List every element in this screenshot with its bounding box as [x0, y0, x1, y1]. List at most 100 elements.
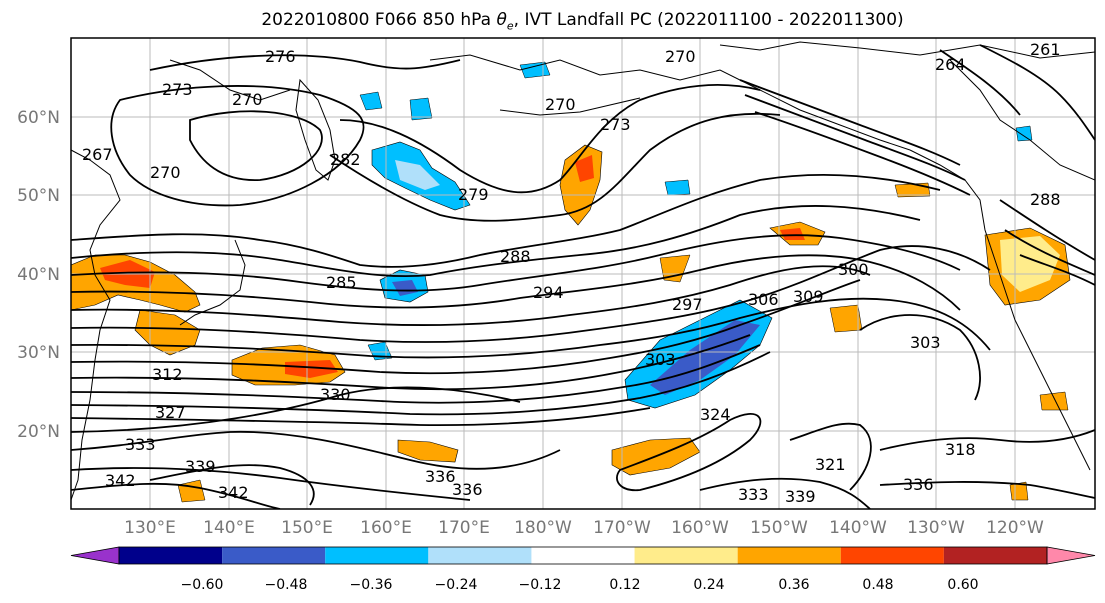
contour-303	[71, 297, 991, 359]
contour-label: 288	[500, 247, 531, 266]
contour-324	[71, 351, 771, 416]
contour-label: 336	[452, 480, 483, 499]
neg-shade-small-2	[519, 61, 551, 79]
neg-shade-small-1	[359, 91, 383, 111]
theta-e-contours	[71, 44, 1095, 509]
colorbar-ticks: −0.60 −0.48 −0.36 −0.24 −0.12 0.12 0.24 …	[181, 577, 979, 593]
neg-shade-northpacific-core	[395, 160, 440, 190]
pos-shade-korea	[134, 309, 201, 356]
title-theta-subscript: e	[506, 19, 514, 33]
colorbar-segment	[531, 547, 635, 564]
contour-279	[339, 83, 761, 194]
neg-shade-small-4	[664, 179, 691, 196]
colorbar-tick-label: −0.60	[181, 577, 224, 593]
longitude-labels: 130°E 140°E 150°E 160°E 170°E 180°W 170°…	[124, 518, 1044, 538]
contour-333-east	[699, 477, 871, 509]
lat-label-20n: 20°N	[17, 422, 60, 442]
colorbar-segment	[428, 547, 532, 564]
lon-label-130w: 130°W	[907, 518, 965, 538]
contour-312	[71, 334, 751, 391]
colorbar-tick-label: 0.36	[778, 577, 809, 593]
title-suffix: , IVT Landfall PC (2022011100 - 20220113…	[513, 10, 904, 30]
colorbar: −0.60 −0.48 −0.36 −0.24 −0.12 0.12 0.24 …	[70, 546, 1096, 593]
coast-canada-interior	[949, 59, 1095, 181]
map-frame	[70, 37, 1096, 510]
contour-294	[71, 254, 961, 311]
contour-303-east	[859, 314, 981, 401]
contour-label: 270	[232, 90, 263, 109]
contour-288	[71, 205, 921, 278]
colorbar-outline	[118, 546, 1048, 565]
contour-label: 279	[458, 185, 489, 204]
contour-alaska-dense-3	[754, 111, 971, 196]
contour-273	[110, 85, 365, 207]
colorbar-extend-min	[70, 546, 120, 565]
contour-291	[71, 234, 961, 292]
contour-alaska-dense-2	[744, 94, 966, 181]
contour-label: 324	[700, 405, 731, 424]
lon-label-140e: 140°E	[203, 518, 255, 538]
coast-sea-okhotsk	[169, 59, 291, 101]
contour-label: 339	[785, 487, 816, 506]
contour-318-east	[879, 429, 1095, 451]
lon-label-180w: 180°W	[514, 518, 572, 538]
contour-label: 273	[600, 115, 631, 134]
map-area: 276 273 270 270 267 270 282 279 270 273 …	[71, 38, 1095, 509]
contour-342	[71, 482, 281, 509]
lon-label-150e: 150°E	[281, 518, 333, 538]
contour-327	[71, 407, 651, 427]
colorbar-tick-label: −0.12	[519, 577, 562, 593]
contour-318	[71, 344, 761, 404]
contour-label: 285	[326, 273, 357, 292]
colorbar-tick-label: 0.12	[609, 577, 640, 593]
colorbar-tick-label: 0.60	[947, 577, 978, 593]
lon-label-170w: 170°W	[593, 518, 651, 538]
coast-japan	[179, 239, 246, 326]
lon-label-130e: 130°E	[124, 518, 176, 538]
contour-336	[71, 467, 471, 501]
contour-arctic-1	[979, 44, 1095, 141]
contour-label: 303	[910, 333, 941, 352]
title-theta-symbol: θ	[496, 10, 507, 30]
lon-label-170e: 170°E	[438, 518, 490, 538]
contour-339	[149, 464, 315, 506]
lat-label-40n: 40°N	[17, 265, 60, 285]
figure-title: 2022010800 F066 850 hPa θe, IVT Landfall…	[0, 10, 1105, 32]
contour-label: 342	[105, 471, 136, 490]
contour-label: 312	[152, 365, 183, 384]
colorbar-boxes	[70, 546, 1096, 565]
lon-label-150w: 150°W	[750, 518, 808, 538]
neg-shade-small-6	[409, 97, 433, 121]
contour-label: 294	[533, 283, 564, 302]
contour-324-loop	[616, 413, 762, 492]
lon-label-160w: 160°W	[671, 518, 729, 538]
contour-306	[71, 279, 861, 375]
contour-label: 336	[425, 467, 456, 486]
lat-label-30n: 30°N	[17, 343, 60, 363]
contour-label: 270	[665, 47, 696, 66]
colorbar-segment	[840, 547, 944, 564]
contour-label: 321	[815, 455, 846, 474]
coast-kamchatka	[295, 78, 336, 181]
colorbar-tick-label: −0.24	[435, 577, 478, 593]
lat-label-50n: 50°N	[17, 186, 60, 206]
colorbar-segment	[737, 547, 841, 564]
contour-label: 270	[545, 95, 576, 114]
contour-label: 318	[945, 440, 976, 459]
colorbar-tick-label: 0.48	[862, 577, 893, 593]
coast-arctic	[719, 41, 1095, 59]
latitude-labels: 60°N 50°N 40°N 30°N 20°N	[17, 108, 60, 442]
colorbar-tick-label: −0.48	[265, 577, 308, 593]
contour-label: 336	[903, 475, 934, 494]
colorbar-segment	[222, 547, 326, 564]
title-prefix: 2022010800 F066 850 hPa	[261, 10, 497, 30]
neg-shade-160e-core	[392, 280, 418, 296]
pos-shade-small-1	[829, 304, 863, 333]
contour-label: 297	[672, 295, 703, 314]
pos-shade-ne-pac-core	[780, 228, 805, 240]
neg-shade-small-5	[1015, 125, 1033, 142]
contour-label: 333	[125, 435, 156, 454]
pos-shade-small-6	[1039, 391, 1069, 411]
contour-label: 288	[1030, 190, 1061, 209]
